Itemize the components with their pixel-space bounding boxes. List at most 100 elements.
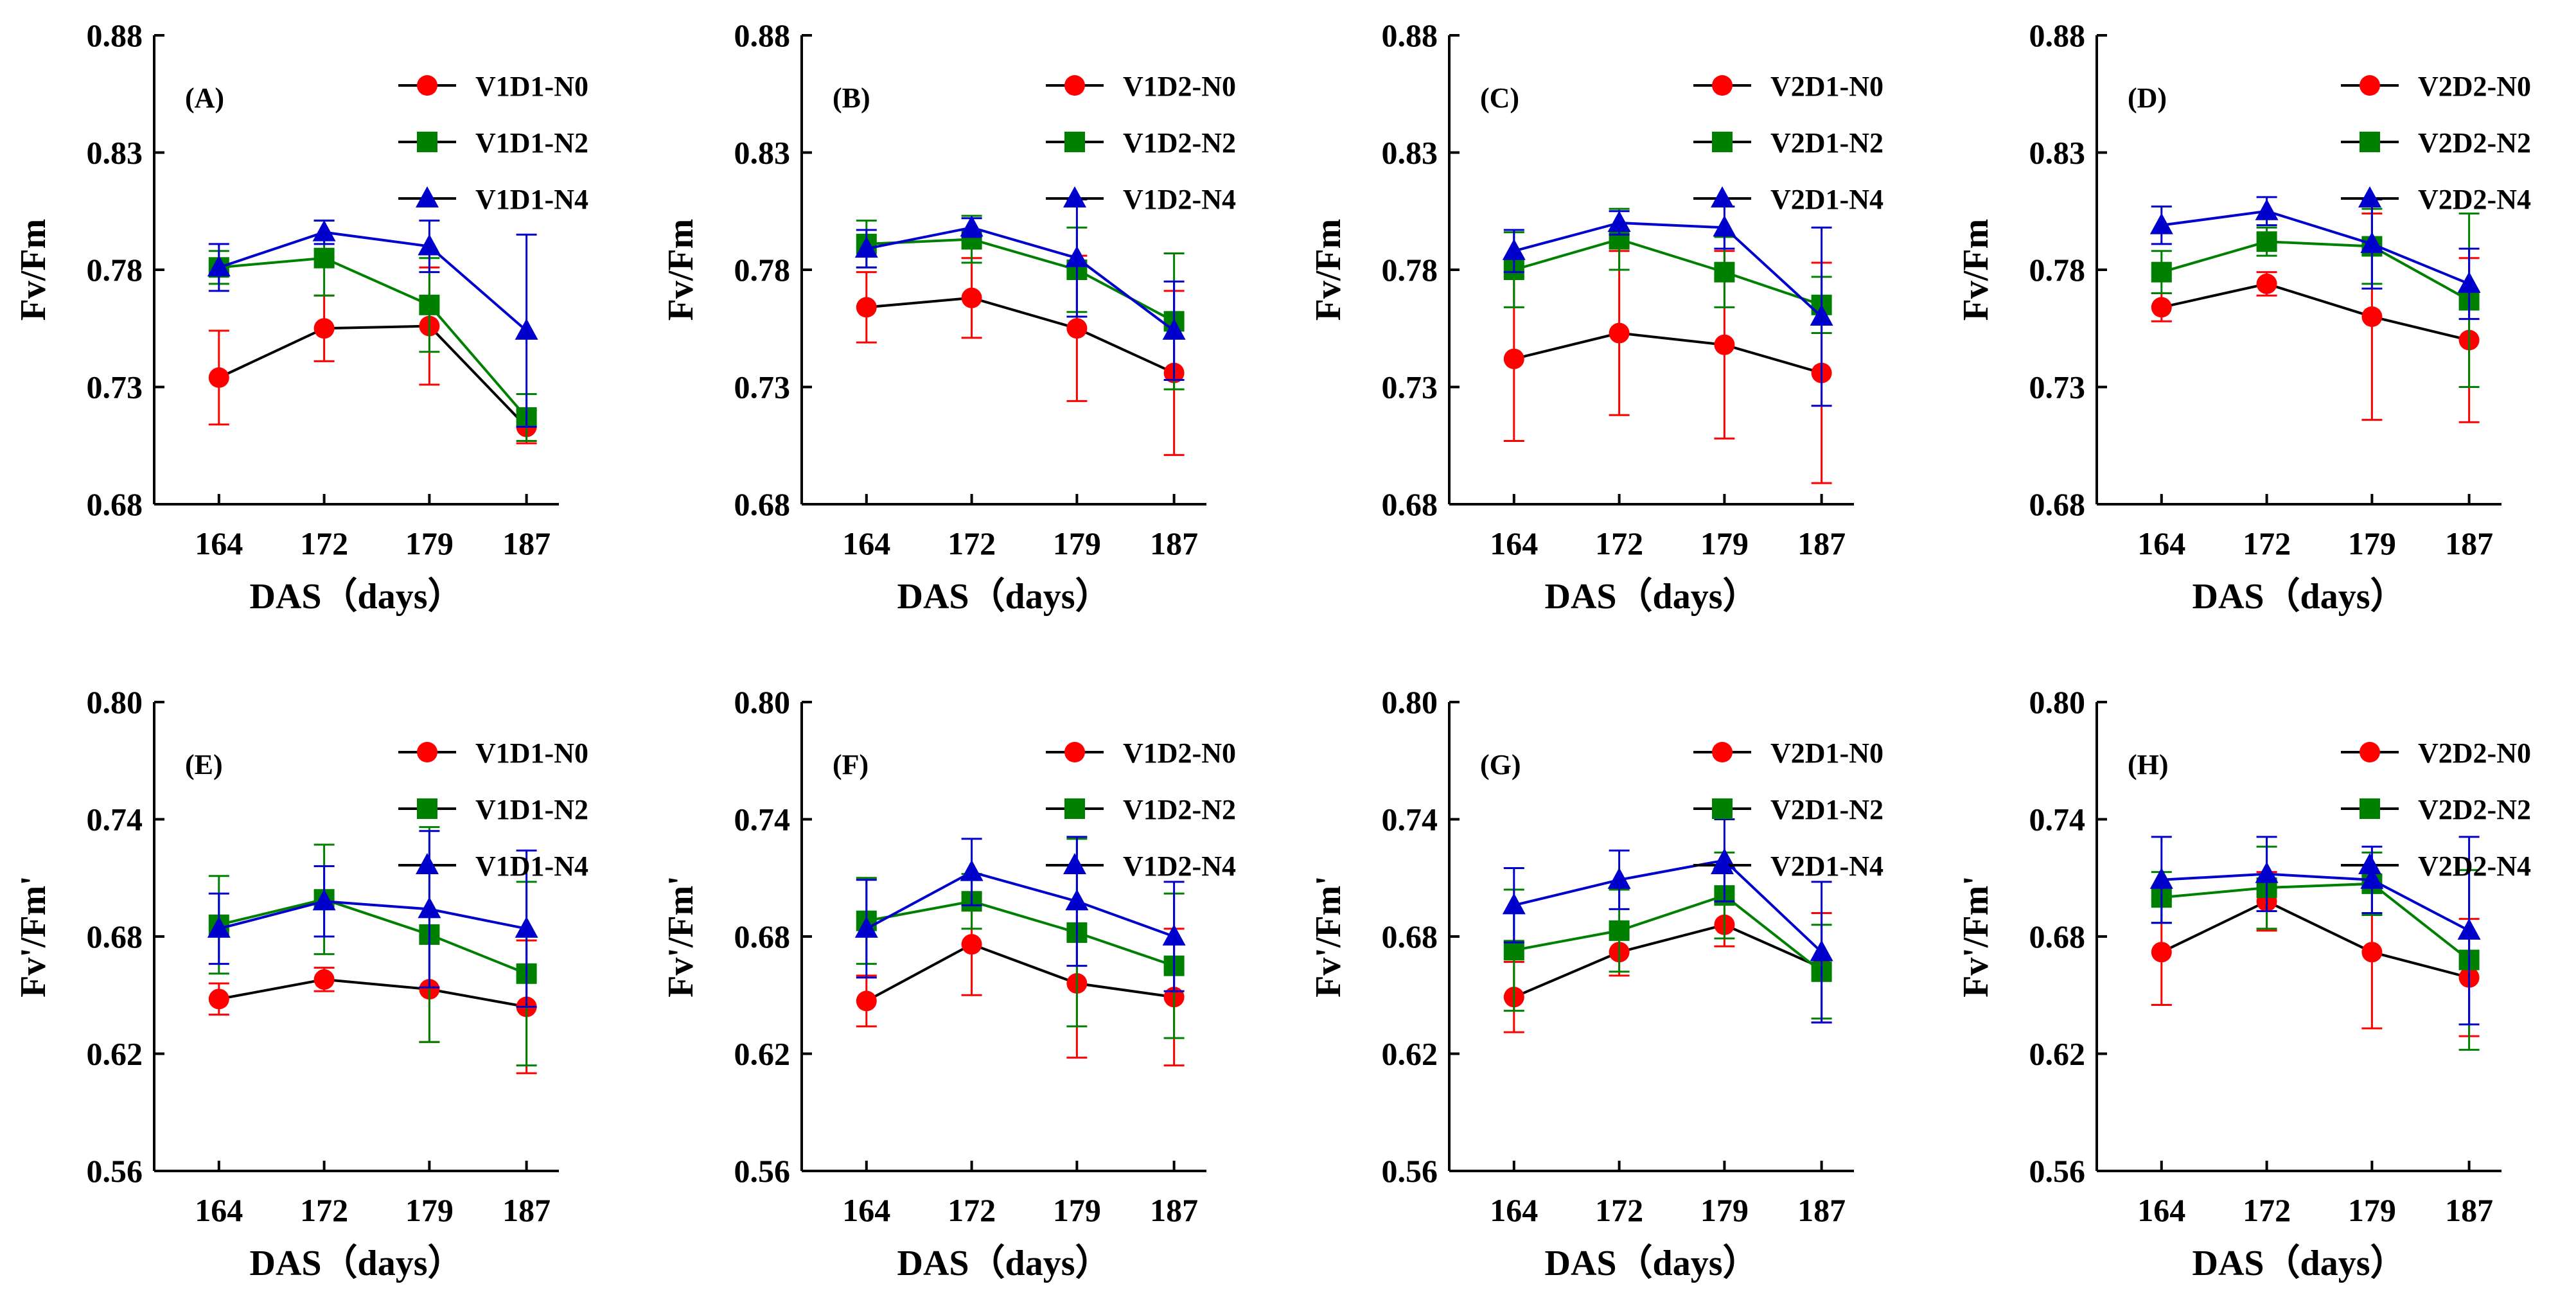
legend-marker — [2358, 186, 2381, 207]
data-point — [1065, 245, 1089, 267]
data-point — [2149, 213, 2173, 234]
data-point — [2361, 942, 2383, 963]
data-point — [2360, 867, 2384, 889]
panel-label: (C) — [1480, 82, 1519, 114]
y-tick-label: 0.83 — [1382, 135, 1438, 171]
data-point — [2361, 306, 2383, 327]
x-tick-label: 172 — [2243, 525, 2291, 561]
series-V2D2-N4 — [2149, 196, 2481, 321]
x-tick-label: 172 — [1595, 1192, 1643, 1228]
data-point — [2151, 942, 2172, 963]
series-V1D1-N4 — [207, 219, 538, 428]
data-point — [2256, 231, 2277, 252]
series-line — [865, 870, 1175, 938]
series-line — [1513, 221, 1822, 318]
x-tick-label: 187 — [2445, 1192, 2493, 1228]
series-line — [865, 942, 1174, 1003]
y-tick-label: 0.78 — [87, 252, 143, 288]
y-tick-label: 0.73 — [2029, 369, 2086, 405]
legend: V2D1-N0 V2D1-N2 V2D1-N4 — [1693, 71, 1883, 215]
series-line — [866, 238, 1175, 323]
series-V1D2-N4 — [854, 198, 1186, 382]
x-tick-label: 172 — [300, 1192, 348, 1228]
y-tick-label: 0.62 — [2029, 1036, 2086, 1072]
y-tick-label: 0.62 — [1382, 1036, 1438, 1072]
data-point — [1503, 348, 1524, 369]
data-point — [2256, 273, 2277, 294]
data-point — [856, 990, 877, 1012]
y-tick-label: 0.73 — [1382, 369, 1438, 405]
series-line — [218, 900, 527, 930]
data-point — [1714, 261, 1735, 283]
legend-label: V2D2-N0 — [2418, 71, 2531, 102]
series-V2D1-N0 — [1503, 250, 1832, 484]
legend-label: V2D2-N4 — [2418, 850, 2531, 882]
legend-label: V2D1-N0 — [1770, 737, 1883, 769]
x-tick-label: 179 — [2348, 1192, 2396, 1228]
series-V1D1-N0 — [208, 266, 537, 444]
x-axis-title: DAS（days） — [2192, 576, 2406, 617]
data-point — [856, 297, 877, 318]
x-tick-label: 164 — [195, 525, 243, 561]
legend-marker — [1711, 186, 1734, 207]
data-point — [2255, 861, 2279, 883]
series-line — [1513, 859, 1822, 953]
y-tick-label: 0.68 — [87, 919, 143, 954]
legend-marker — [1063, 853, 1086, 874]
legend-label: V1D1-N2 — [475, 794, 588, 825]
y-tick-label: 0.78 — [2029, 252, 2086, 288]
data-point — [313, 247, 335, 268]
data-point — [312, 889, 336, 911]
panel-label: (A) — [185, 82, 224, 114]
series-line — [218, 231, 527, 332]
chart-panel-b: 0.68 0.73 0.78 0.83 0.88 164 172 179 187 DAS（days… — [661, 17, 1236, 617]
data-point — [515, 318, 538, 340]
legend-marker — [1712, 132, 1733, 152]
panel-label: (B) — [833, 82, 870, 114]
legend-label: V1D1-N0 — [475, 71, 588, 102]
legend-marker — [417, 75, 437, 96]
chart-panel-g: 0.56 0.62 0.68 0.74 0.80 164 172 179 187 DAS（days… — [1309, 684, 1883, 1283]
y-tick-label: 0.74 — [1382, 802, 1438, 838]
series-V1D2-N0 — [856, 892, 1185, 1067]
data-point — [207, 255, 231, 277]
series-line — [218, 324, 528, 428]
panel-label: (H) — [2128, 749, 2169, 780]
x-tick-label: 187 — [1150, 525, 1198, 561]
y-tick-label: 0.68 — [1382, 486, 1438, 522]
x-tick-label: 187 — [1797, 1192, 1846, 1228]
legend-label: V2D1-N2 — [1770, 127, 1883, 159]
x-tick-label: 172 — [948, 525, 996, 561]
legend-marker — [1064, 742, 1085, 762]
series-line — [2160, 900, 2470, 979]
legend: V1D1-N0 V1D1-N2 V1D1-N4 — [398, 71, 588, 215]
legend-label: V2D1-N2 — [1770, 794, 1883, 825]
y-tick-label: 0.74 — [734, 802, 791, 838]
series-V2D1-N4 — [1502, 818, 1833, 1024]
data-point — [418, 897, 441, 919]
panel-label: (G) — [1480, 749, 1521, 780]
x-tick-label: 164 — [1490, 1192, 1538, 1228]
y-axis-title: Fv/Fm — [13, 219, 53, 321]
legend-marker — [2358, 853, 2381, 874]
y-tick-label: 0.88 — [87, 17, 143, 53]
legend-label: V1D2-N0 — [1123, 737, 1236, 769]
series-V2D1-N0 — [1503, 902, 1832, 1034]
x-tick-label: 164 — [2137, 525, 2185, 561]
data-point — [2149, 867, 2173, 889]
y-tick-label: 0.68 — [1382, 919, 1438, 954]
data-point — [1162, 318, 1186, 340]
x-tick-label: 179 — [2348, 525, 2396, 561]
panel-label: (D) — [2128, 82, 2167, 114]
y-tick-label: 0.80 — [734, 684, 791, 720]
x-tick-label: 172 — [1595, 525, 1643, 561]
chart-panel-a: 0.68 0.73 0.78 0.83 0.88 164 172 179 187 DAS（days… — [13, 17, 588, 617]
legend-marker — [1064, 75, 1085, 96]
y-tick-label: 0.74 — [87, 802, 143, 838]
y-tick-label: 0.62 — [87, 1036, 143, 1072]
x-axis-title: DAS（days） — [1545, 1243, 1759, 1283]
x-axis-title: DAS（days） — [250, 1243, 464, 1283]
series-V1D2-N0 — [856, 254, 1185, 456]
series-line — [218, 978, 527, 1008]
